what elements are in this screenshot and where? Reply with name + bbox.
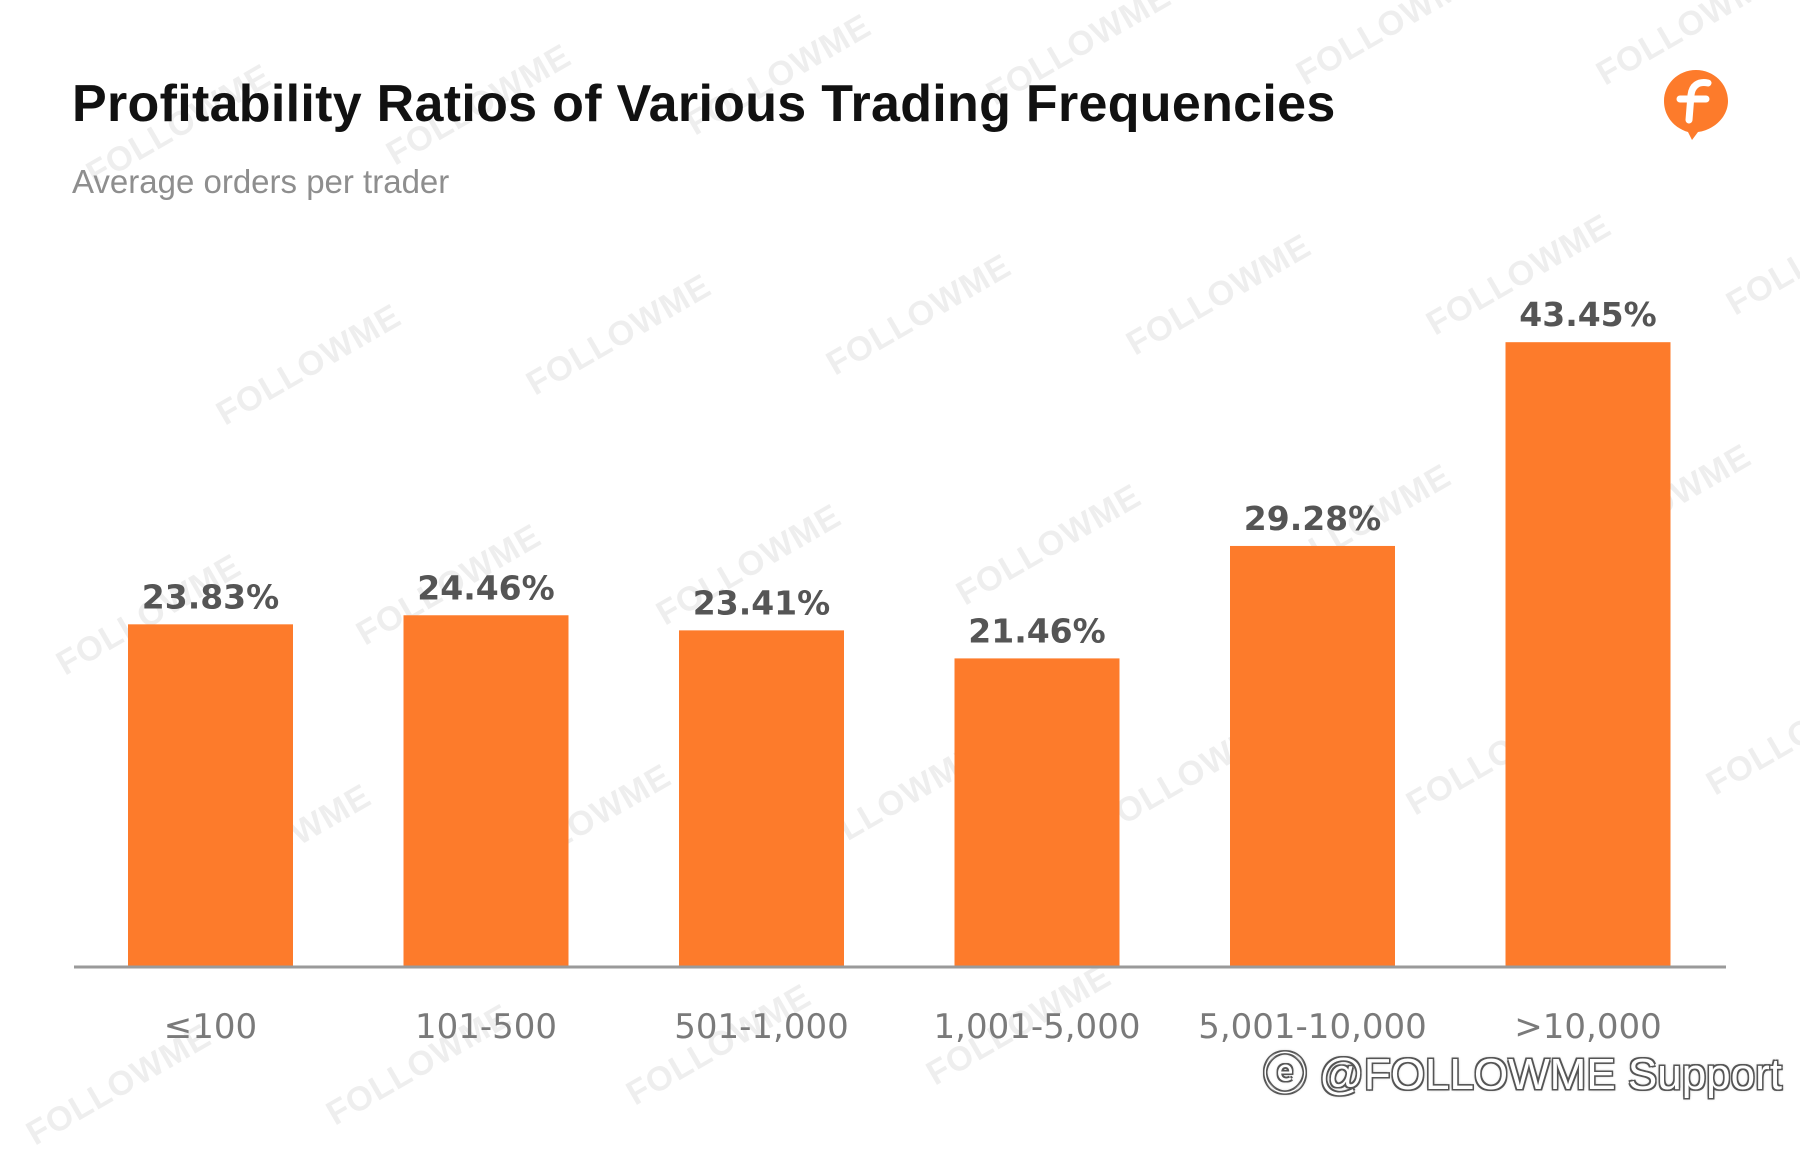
bar [1505,342,1671,968]
bar [1230,545,1395,967]
bar [128,624,293,967]
bar [679,630,844,967]
footer-credit-text: @FOLLOWME Support [1319,1050,1782,1099]
bar-value-label: 43.45% [1519,295,1656,334]
bar-value-label: 21.46% [968,611,1105,650]
weibo-icon: ⓔ [1262,1050,1307,1099]
bars-group [128,342,1671,968]
bar-value-label: 29.28% [1244,499,1381,538]
x-tick-label: >10,000 [1514,1007,1661,1047]
value-labels-group: 23.83% 24.46% 23.41% 21.46% 29.28% 43.45% [142,295,1657,650]
footer-credit: ⓔ @FOLLOWME Support [1263,1038,1782,1102]
chart-title: Profitability Ratios of Various Trading … [72,75,1336,133]
x-tick-label: 101-500 [415,1007,557,1047]
bar [403,615,569,967]
bar-value-label: 23.83% [142,577,279,616]
bar-value-label: 23.41% [693,583,830,622]
bar-chart: 23.83% 24.46% 23.41% 21.46% 29.28% 43.45% ≤10… [74,295,1726,1047]
x-tick-label: 5,001-10,000 [1198,1007,1427,1047]
tick-labels-group: ≤100 101-500 501-1,000 1,001-5,000 5,001-10,… [164,1007,1662,1047]
bar [954,658,1120,967]
followme-logo-icon [1664,70,1728,140]
x-tick-label: 1,001-5,000 [934,1007,1141,1047]
bar-value-label: 24.46% [417,568,554,607]
x-tick-label: ≤100 [164,1007,257,1047]
x-tick-label: 501-1,000 [674,1007,849,1047]
chart-subtitle: Average orders per trader [72,163,450,200]
